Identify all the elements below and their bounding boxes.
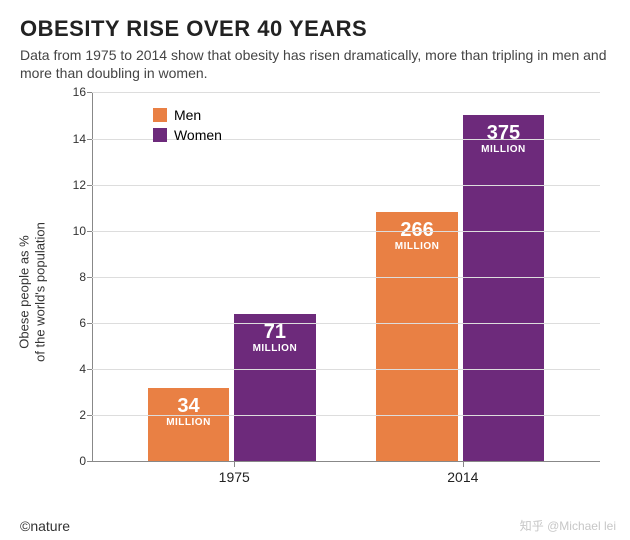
y-tick-label: 12: [73, 178, 92, 192]
gridline: [92, 277, 600, 278]
legend: Men Women: [153, 107, 222, 147]
legend-item: Women: [153, 127, 222, 143]
gridline: [92, 323, 600, 324]
legend-label: Women: [174, 127, 222, 143]
x-tick: [234, 461, 235, 467]
gridline: [92, 415, 600, 416]
gridline: [92, 185, 600, 186]
y-tick-label: 2: [79, 408, 92, 422]
legend-swatch: [153, 128, 167, 142]
plot-region: Men Women 34MILLION 71MILLION 266MILLION375…: [92, 92, 600, 462]
legend-item: Men: [153, 107, 222, 123]
bar: 34MILLION: [148, 388, 229, 462]
y-tick-label: 10: [73, 224, 92, 238]
bar: 266MILLION: [376, 212, 457, 461]
gridline: [92, 92, 600, 93]
y-tick-label: 6: [79, 316, 92, 330]
y-tick-label: 8: [79, 270, 92, 284]
legend-label: Men: [174, 107, 201, 123]
bar-value-label: 34MILLION: [148, 396, 229, 428]
y-tick-label: 16: [73, 85, 92, 99]
y-tick-label: 14: [73, 132, 92, 146]
x-category-label: 2014: [447, 469, 478, 485]
chart-title: OBESITY RISE OVER 40 YEARS: [20, 16, 610, 42]
bar: 375MILLION: [463, 115, 544, 461]
gridline: [92, 231, 600, 232]
x-tick: [463, 461, 464, 467]
legend-swatch: [153, 108, 167, 122]
gridline: [92, 369, 600, 370]
bar-value-label: 266MILLION: [376, 220, 457, 252]
bar: 71MILLION: [234, 314, 315, 462]
y-axis-label: Obese people as % of the world's populat…: [16, 222, 47, 362]
x-category-label: 1975: [219, 469, 250, 485]
chart-subtitle: Data from 1975 to 2014 show that obesity…: [20, 46, 610, 82]
bar-value-label: 71MILLION: [234, 322, 315, 354]
y-tick-label: 4: [79, 362, 92, 376]
chart-area: Obese people as % of the world's populat…: [60, 92, 610, 492]
watermark: 知乎 @Michael lei: [520, 517, 616, 534]
source-credit: ©nature: [20, 518, 70, 534]
y-tick-label: 0: [79, 454, 92, 468]
